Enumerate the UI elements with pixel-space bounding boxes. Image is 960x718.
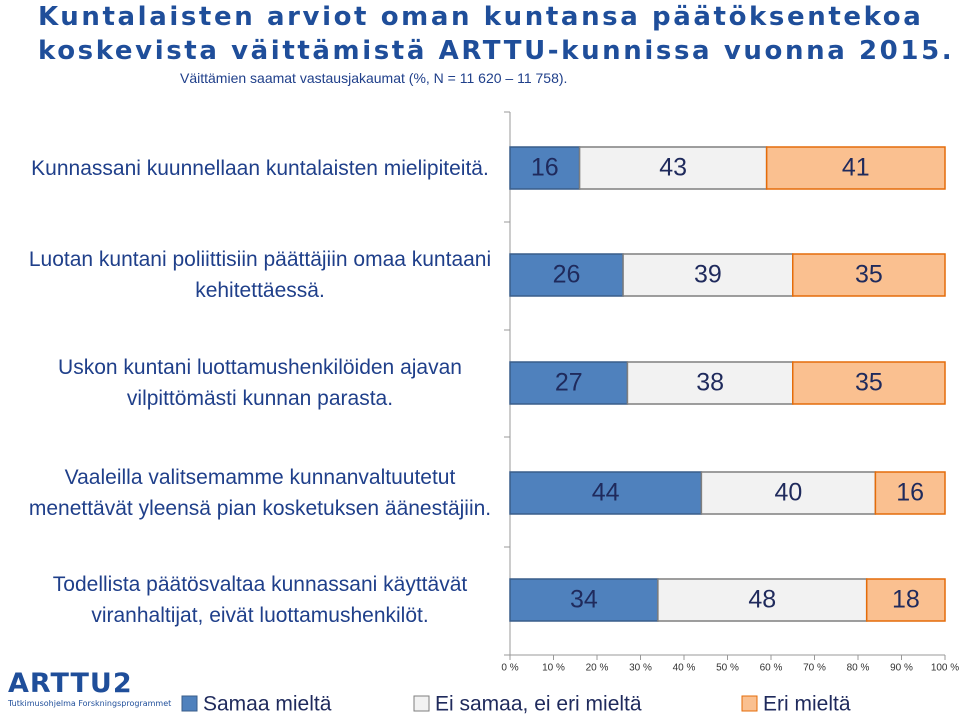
bar-segment bbox=[765, 146, 946, 190]
bar-segment bbox=[700, 471, 877, 515]
data-label: 26 bbox=[553, 261, 581, 289]
data-label: 43 bbox=[659, 154, 687, 182]
data-label: 16 bbox=[531, 154, 559, 182]
x-tick-label: 30 % bbox=[629, 663, 652, 674]
bar-segment bbox=[874, 471, 946, 515]
logo-tagline: Tutkimusohjelma Forskningsprogrammet bbox=[8, 699, 172, 708]
x-tick-label: 20 % bbox=[586, 663, 609, 674]
legend-label: Samaa mieltä bbox=[203, 693, 332, 716]
data-label: 27 bbox=[555, 369, 583, 397]
x-tick-label: 70 % bbox=[803, 663, 826, 674]
category-label: Todellista päätösvaltaa kunnassani käytt… bbox=[52, 573, 468, 627]
data-label: 41 bbox=[842, 154, 870, 182]
legend-swatch bbox=[741, 695, 758, 712]
category-label: Kunnassani kuunnellaan kuntalaisten miel… bbox=[31, 156, 489, 180]
data-label: 16 bbox=[896, 479, 924, 507]
category-label: Vaaleilla valitsemamme kunnanvaltuutetut… bbox=[28, 466, 492, 520]
data-label: 35 bbox=[855, 369, 883, 397]
chart-subtitle: Väittämien saamat vastausjakaumat (%, N … bbox=[180, 70, 568, 86]
data-label: 39 bbox=[694, 261, 722, 289]
x-tick-label: 80 % bbox=[847, 663, 870, 674]
x-tick-label: 10 % bbox=[542, 663, 565, 674]
bar-segment bbox=[626, 361, 794, 405]
logo: ARTTU2 Tutkimusohjelma Forskningsprogram… bbox=[8, 668, 171, 708]
category-label: Uskon kuntani luottamushenkilöiden ajava… bbox=[58, 356, 462, 410]
bar-segment bbox=[622, 253, 794, 297]
bar-segment bbox=[865, 578, 946, 622]
x-tick-label: 90 % bbox=[890, 663, 913, 674]
data-label: 40 bbox=[774, 479, 802, 507]
bar-segment bbox=[792, 361, 946, 405]
bar-segment bbox=[509, 578, 659, 622]
bar-segment bbox=[792, 253, 946, 297]
logo-name: ARTTU2 bbox=[8, 668, 133, 699]
x-tick-label: 0 % bbox=[501, 663, 518, 674]
data-label: 35 bbox=[855, 261, 883, 289]
bar-segment bbox=[509, 361, 629, 405]
chart-title: koskevista väittämistä ARTTU-kunnissa vu… bbox=[38, 36, 955, 66]
data-label: 44 bbox=[592, 479, 620, 507]
data-label: 18 bbox=[892, 586, 920, 614]
bar-segment bbox=[509, 253, 624, 297]
legend-label: Eri mieltä bbox=[763, 693, 851, 716]
x-tick-label: 60 % bbox=[760, 663, 783, 674]
data-label: 38 bbox=[696, 369, 724, 397]
bar-segment bbox=[578, 146, 768, 190]
chart-title: Kuntalaisten arviot oman kuntansa päätök… bbox=[38, 2, 924, 32]
x-tick-label: 100 % bbox=[931, 663, 959, 674]
data-label: 34 bbox=[570, 586, 598, 614]
category-label: Luotan kuntani poliittisiin päättäjiin o… bbox=[28, 248, 492, 302]
x-tick-label: 50 % bbox=[716, 663, 739, 674]
x-tick-label: 40 % bbox=[673, 663, 696, 674]
legend-swatch bbox=[413, 695, 430, 712]
legend-swatch bbox=[181, 695, 198, 712]
data-label: 48 bbox=[748, 586, 776, 614]
legend-label: Ei samaa, ei eri mieltä bbox=[435, 693, 642, 716]
bar-segment bbox=[509, 146, 581, 190]
